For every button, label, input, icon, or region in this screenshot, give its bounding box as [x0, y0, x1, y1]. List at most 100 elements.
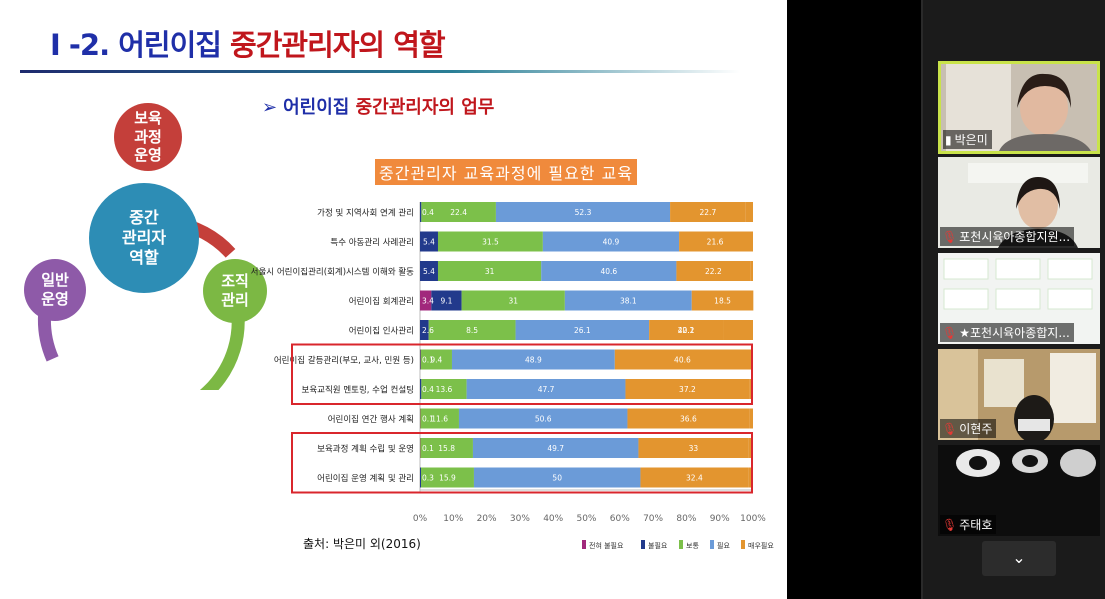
bar-segment — [420, 349, 452, 370]
data-label: 0.1 — [422, 415, 434, 424]
bar-segment — [542, 231, 680, 252]
x-tick-label: 20% — [477, 514, 497, 524]
bar-segment — [420, 467, 421, 488]
cycle-node-curriculum: 보육 과정 운영 — [114, 103, 182, 171]
category-label: 보육과정 계획 수립 및 운영 — [317, 444, 414, 455]
data-label: 0.3 — [422, 474, 434, 483]
x-tick-label: 100% — [740, 514, 766, 524]
x-tick-label: 60% — [610, 514, 630, 524]
bar-segment — [428, 320, 516, 340]
category-label: 어린이집 운영 계획 및 관리 — [317, 473, 414, 484]
data-label: 33 — [689, 444, 699, 453]
category-label: 어린이집 인사관리 — [349, 326, 414, 337]
bar-segment — [691, 290, 754, 311]
data-label: 38.1 — [620, 297, 637, 306]
participant-tile[interactable]: 🎙 ★포천시육아종합지... — [938, 253, 1100, 344]
participant-tile-active[interactable]: ▮ 박은미 — [938, 61, 1100, 154]
bar-segment — [461, 290, 565, 311]
participant-video — [938, 445, 1100, 536]
participant-tile[interactable]: 🎙 주태호 — [938, 445, 1100, 536]
data-label: 31 — [485, 267, 495, 276]
bar-segment — [723, 320, 753, 340]
data-label: 15.8 — [438, 444, 455, 453]
data-label: 13.6 — [436, 385, 453, 394]
title-underline — [20, 70, 740, 73]
scroll-participants-button[interactable]: ⌄ — [982, 541, 1056, 576]
bar-segment — [745, 202, 753, 222]
data-label: 48.9 — [525, 356, 542, 365]
bar-segment — [420, 408, 459, 429]
data-label: 31 — [508, 297, 518, 306]
data-label: 49.7 — [547, 444, 564, 453]
cycle-node-general: 일반 운영 — [24, 259, 86, 321]
participant-name: 🎙 이현주 — [940, 419, 997, 438]
bar-segment — [473, 467, 641, 488]
legend-swatch — [641, 540, 645, 549]
bar-segment — [670, 202, 746, 222]
bar-segment — [451, 349, 615, 370]
data-label: 22.7 — [700, 208, 717, 217]
legend-swatch — [582, 540, 586, 549]
data-label: 37.2 — [679, 385, 696, 394]
slide-title: Ⅰ -2. 어린이집 중간관리자의 역할 — [50, 28, 446, 62]
data-label: 21.6 — [707, 238, 724, 247]
bar-segment — [748, 438, 753, 458]
data-label: 5.4 — [423, 238, 435, 247]
participant-name: 🎙 ★포천시육아종합지... — [940, 323, 1074, 342]
bar-segment — [472, 438, 639, 458]
data-label: 22.2 — [678, 326, 695, 335]
bar-segment — [614, 349, 751, 370]
data-label: 50 — [552, 474, 562, 483]
bar-segment — [431, 290, 462, 311]
bar-segment — [495, 202, 671, 222]
participant-name: 🎙 포천시육아종합지원... — [940, 227, 1075, 246]
bar-segment — [748, 467, 753, 488]
participant-tile[interactable]: 🎙 이현주 — [938, 349, 1100, 440]
bar-segment — [679, 231, 752, 252]
bar-segment — [749, 408, 753, 429]
bar-segment — [458, 408, 628, 429]
data-label: 40.9 — [603, 238, 620, 247]
x-tick-label: 0% — [413, 514, 428, 524]
bar-segment — [515, 320, 650, 340]
mic-muted-icon: 🎙 — [942, 230, 958, 244]
bar-segment — [625, 379, 750, 399]
highlight-box — [291, 432, 753, 494]
pin-icon: ▮ — [945, 133, 952, 147]
bar-segment — [627, 408, 750, 429]
bar-segment — [421, 202, 496, 222]
bar-segment — [564, 290, 692, 311]
legend-label: 필요 — [717, 541, 730, 550]
bar-segment — [420, 467, 474, 488]
bar-segment — [676, 261, 751, 281]
bar-segment — [420, 290, 432, 311]
data-label: 50.6 — [535, 415, 552, 424]
data-label: 2.6 — [422, 326, 434, 335]
bar-segment — [541, 261, 677, 281]
category-label: 특수 아동관리 사례관리 — [330, 237, 414, 248]
category-label: 어린이집 회계관리 — [349, 296, 414, 307]
category-label: 서울시 어린이집관리(회계)시스템 이해와 활동 — [251, 267, 414, 278]
data-label: 26.1 — [574, 326, 591, 335]
data-label: 15.9 — [439, 474, 456, 483]
participant-tile[interactable]: 🎙 포천시육아종합지원... — [938, 157, 1100, 248]
data-label: 47.7 — [538, 385, 555, 394]
panel-divider[interactable] — [921, 0, 923, 599]
data-label: 5.4 — [423, 267, 435, 276]
bar-segment — [750, 261, 753, 281]
screen-share-margin — [787, 0, 922, 599]
legend-label: 전혀 불필요 — [589, 541, 624, 550]
cycle-node-organization: 조직 관리 — [203, 259, 267, 323]
bar-segment — [437, 231, 543, 252]
chart-title: 중간관리자 교육과정에 필요한 교육 — [375, 159, 638, 185]
chevron-down-icon: ⌄ — [1012, 548, 1026, 567]
x-tick-label: 10% — [443, 514, 463, 524]
data-label: 22.2 — [705, 267, 722, 276]
bar-segment — [437, 261, 542, 281]
category-label: 가정 및 지역사회 연계 관리 — [317, 208, 414, 219]
presentation-slide: Ⅰ -2. 어린이집 중간관리자의 역할 ➢ 어린이집 중간관리자의 업무 중간 관… — [0, 0, 787, 599]
mic-muted-icon: 🎙 — [942, 422, 958, 436]
stacked-bar-chart: 가정 및 지역사회 연계 관리 0.4 22.4 52.3 22.7 특수 아동관리 사례… — [251, 202, 774, 550]
x-tick-label: 40% — [543, 514, 563, 524]
x-tick-label: 90% — [710, 514, 730, 524]
